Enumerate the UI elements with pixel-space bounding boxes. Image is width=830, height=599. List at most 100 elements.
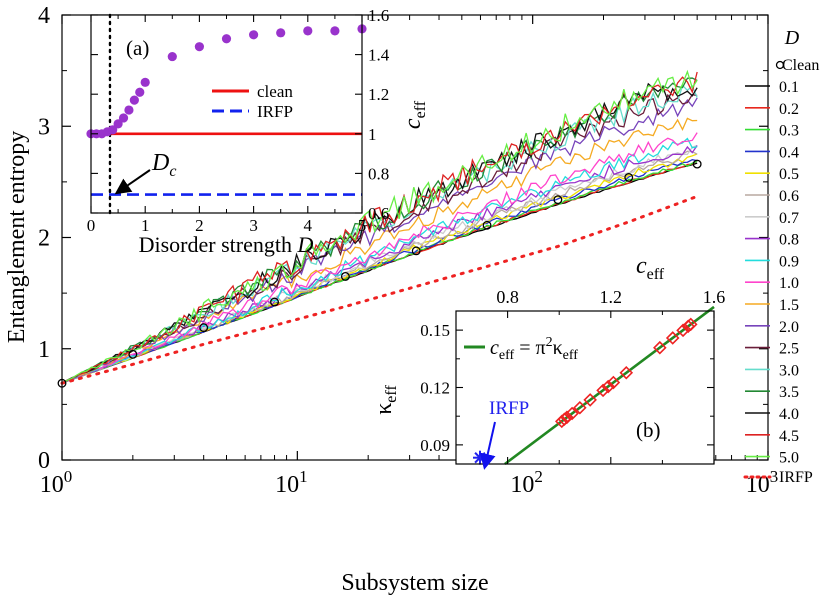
clean-point [482,220,492,230]
clean-point [692,159,702,169]
inset-b-background [456,311,714,464]
fit-eq-pow: 2 [546,335,553,350]
clean-point [340,271,350,281]
inset-b-point [565,406,579,421]
inset-a-y-tick-label: 1 [368,125,377,144]
inset-a-point [276,28,286,38]
inset-a-point [108,125,118,135]
inset-a-x-axis-label: Disorder strength D [139,232,314,257]
inset-b-point [601,379,616,394]
inset-b-top-xlabel-sub: eff [647,266,665,283]
inset-b-panel-label: (b) [636,418,661,442]
critical-disorder-d: D [151,150,169,176]
inset-a-y-tick-label: 1.2 [368,85,389,104]
legend-label-d-3.5: 3.5 [779,384,799,401]
inset-a-point [135,87,145,97]
inset-b-axes: 0.8 1.2 1.6 0.09 0.12 0.15 [420,287,725,464]
inset-a-legend-clean-label: clean [257,82,293,101]
inset-a-point [124,105,134,115]
inset-b-point [573,400,587,415]
series-line-d-1.0 [61,132,698,384]
clean-point [270,297,279,307]
legend-label-d-2.0: 2.0 [779,319,799,336]
main-series-group [57,69,702,388]
inset-b-y-tick-label: 0.12 [420,379,450,398]
inset-a-point [113,119,123,129]
main-x-tick-label: 101 [275,467,308,498]
inset-b-point [619,365,634,380]
inset-b-point [665,331,680,345]
main-y-tick-label: 0 [38,448,50,474]
legend-label-d-2.5: 2.5 [779,341,799,358]
fit-eq-kappa: κ [553,337,563,359]
inset-b-y-tick-label: 0.09 [420,436,450,455]
inset-b-top-x-tick-label: 1.2 [600,287,623,307]
inset-a-ylabel-sub: eff [412,100,429,118]
inset-a-point [221,34,232,44]
inset-a-y-tick-label: 0.6 [368,204,389,223]
legend-label-d-0.9: 0.9 [779,253,799,270]
fit-eq-c-sub: eff [499,348,515,363]
main-x-axis-label: Subsystem size [341,570,488,596]
legend-clean-label: Clean [782,57,819,74]
inset-b-ylabel-sub: eff [383,385,400,403]
inset-a-x-tick-label: 5 [358,216,367,235]
legend-label-d-0.7: 0.7 [779,210,799,227]
clean-point [553,195,563,205]
inset-a-x-tick-label: 0 [87,216,96,235]
inset-b-point [606,375,621,390]
inset-b-point [560,410,574,425]
inset-a-ylabel-c: c [400,118,426,129]
critical-disorder-sub: c [169,163,176,180]
clean-point [199,323,209,333]
clean-point [128,349,138,359]
legend-clean-marker [775,60,785,70]
main-x-tick-exp: 3 [770,467,779,486]
inset-b-top-x-axis-label: ceff [636,253,665,283]
inset-a-point [330,26,340,36]
legend-items: 0.1 0.2 0.3 0.4 0.5 0.6 0.7 0.8 0.9 1.0 1.5 2.0 2.5 3… [745,79,799,467]
inset-b-point [683,317,698,332]
legend-label-d-0.1: 0.1 [779,79,799,96]
legend-label-d-1.0: 1.0 [779,275,799,292]
inset-a-axes: 0 1 2 3 4 50.6 0.8 1 1.2 1.4 1.6 [87,6,390,235]
legend-label-d-0.3: 0.3 [779,123,799,140]
inset-a-point [303,26,313,36]
inset-b-y-axis-label: κeff [371,385,400,415]
inset-a-xlabel-text: Disorder strength [139,232,292,257]
legend-irfp-label: IRFP [779,469,813,486]
inset-b-top-x-tick-label: 0.8 [496,287,519,307]
main-x-tick-label: 103 [746,467,779,498]
fit-eq-kappa-sub: eff [563,348,579,363]
inset-a-panel-label: (a) [126,36,149,60]
inset-b-top-x-tick-label: 1.6 [703,287,726,307]
inset-a-content [86,13,367,215]
inset-a-point [194,42,204,52]
inset-a-y-axis-label: ceff [400,100,429,129]
main-y-tick-label: 4 [38,3,50,29]
inset-a-xlabel-var: D [296,232,313,257]
legend-label-d-0.6: 0.6 [779,188,799,205]
inset-b-irfp-arrow [479,421,496,470]
inset-b-ylabel-kappa: κ [371,403,397,415]
inset-a-x-tick-label: 2 [195,216,204,235]
inset-b-y-tick-label: 0.15 [420,321,450,340]
main-y-tick-label: 1 [38,337,50,363]
clean-point [411,246,421,256]
legend-label-d-4.5: 4.5 [779,428,799,445]
inset-a-y-tick-label: 0.8 [368,164,389,183]
inset-a-point [249,30,259,40]
series-line-d-0.9 [61,137,698,384]
series-line-d-5.0 [61,69,698,384]
critical-disorder-arrow [114,169,151,195]
fit-eq-mid: = π [514,337,545,359]
inset-a-legend-irfp-label: IRFP [257,102,293,121]
legend-label-d-3.0: 3.0 [779,362,799,379]
main-plot-frame [61,14,769,461]
main-x-tick-exp: 0 [64,467,73,486]
main-x-tick-base: 10 [40,472,64,498]
legend-label-d-0.5: 0.5 [779,166,799,183]
legend-label-d-0.2: 0.2 [779,101,799,118]
legend-label-d-4.0: 4.0 [779,406,799,423]
